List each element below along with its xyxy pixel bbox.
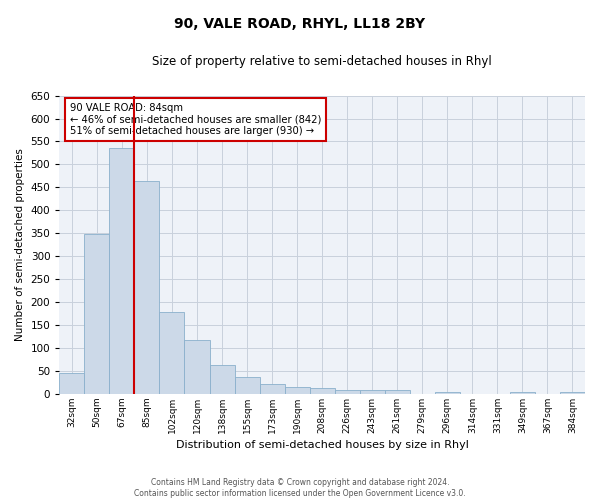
Bar: [235, 378, 260, 394]
Text: Contains HM Land Registry data © Crown copyright and database right 2024.
Contai: Contains HM Land Registry data © Crown c…: [134, 478, 466, 498]
Bar: [385, 390, 410, 394]
Bar: [134, 182, 160, 394]
Bar: [510, 392, 535, 394]
Bar: [284, 387, 310, 394]
Bar: [160, 312, 184, 394]
Bar: [209, 366, 235, 394]
Bar: [310, 388, 335, 394]
Bar: [560, 392, 585, 394]
Text: 90 VALE ROAD: 84sqm
← 46% of semi-detached houses are smaller (842)
51% of semi-: 90 VALE ROAD: 84sqm ← 46% of semi-detach…: [70, 103, 321, 136]
Bar: [260, 384, 284, 394]
Title: Size of property relative to semi-detached houses in Rhyl: Size of property relative to semi-detach…: [152, 55, 492, 68]
Bar: [85, 234, 109, 394]
X-axis label: Distribution of semi-detached houses by size in Rhyl: Distribution of semi-detached houses by …: [176, 440, 469, 450]
Bar: [435, 392, 460, 394]
Bar: [184, 340, 209, 394]
Bar: [109, 148, 134, 394]
Bar: [335, 390, 360, 394]
Text: 90, VALE ROAD, RHYL, LL18 2BY: 90, VALE ROAD, RHYL, LL18 2BY: [175, 18, 425, 32]
Y-axis label: Number of semi-detached properties: Number of semi-detached properties: [15, 148, 25, 341]
Bar: [59, 373, 85, 394]
Bar: [360, 390, 385, 394]
